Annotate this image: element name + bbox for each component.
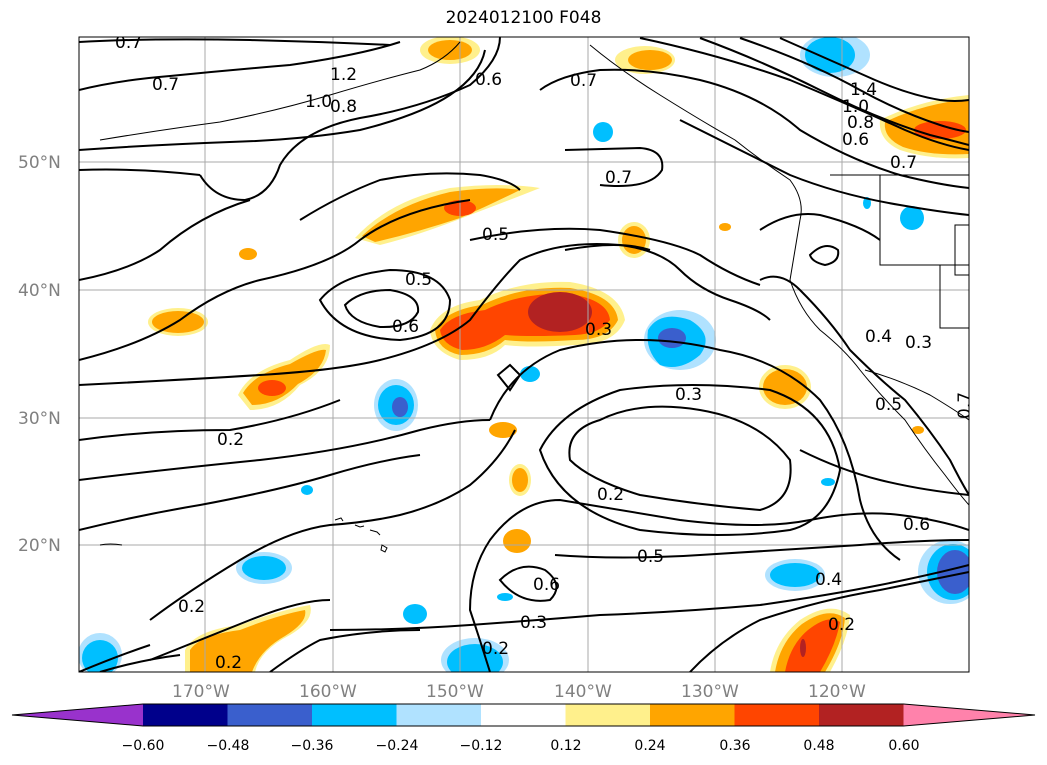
- colorbar-extend-high: [903, 704, 1035, 726]
- colorbar-tick-label: −0.60: [122, 738, 165, 754]
- colorbar-segment: [481, 704, 566, 726]
- colorbar-segment: [143, 704, 228, 726]
- contour-label: 0.3: [905, 333, 932, 353]
- colorbar-tick-label: −0.48: [207, 738, 250, 754]
- contour-label: 1.2: [330, 65, 357, 85]
- contour-label: 0.2: [597, 485, 624, 505]
- contour-label: 0.2: [215, 653, 242, 673]
- hawaii-islands: [99, 517, 388, 553]
- lon-label: 170°W: [172, 682, 230, 702]
- contour-label: 0.3: [585, 320, 612, 340]
- contour-lines: [79, 37, 969, 672]
- contour-label: 0.8: [330, 97, 357, 117]
- contour-label: 0.6: [475, 70, 502, 90]
- colorbar-tick-label: −0.24: [376, 738, 419, 754]
- colorbar: [11, 703, 1036, 727]
- shading-layer: [79, 37, 969, 672]
- contour-label: 0.4: [865, 327, 892, 347]
- lat-label: 40°N: [18, 281, 61, 301]
- colorbar-tick-label: 0.60: [888, 738, 919, 754]
- colorbar-segment: [819, 704, 904, 726]
- contour-label: 0.7: [605, 168, 632, 188]
- contour-label: 0.2: [482, 639, 509, 659]
- lon-label: 150°W: [426, 682, 484, 702]
- contour-label: 0.3: [520, 613, 547, 633]
- lat-label: 50°N: [18, 153, 61, 173]
- contour-label: 1.0: [842, 97, 869, 117]
- contour-label: 0.7: [152, 75, 179, 95]
- colorbar-tick-label: 0.24: [634, 738, 665, 754]
- colorbar-tick-label: 0.36: [719, 738, 750, 754]
- colorbar-segment: [734, 704, 820, 726]
- contour-label: 0.5: [482, 225, 509, 245]
- contour-label: 0.4: [815, 570, 842, 590]
- contour-label: 0.8: [847, 113, 874, 133]
- colorbar-labels: −0.60 −0.48 −0.36 −0.24 −0.12 0.12 0.24 …: [122, 738, 920, 754]
- colorbar-tick-label: −0.36: [291, 738, 334, 754]
- colorbar-tick-label: −0.12: [460, 738, 503, 754]
- contour-label: 0.6: [903, 515, 930, 535]
- colorbar-segment: [312, 704, 397, 726]
- contour-label: 0.6: [533, 575, 560, 595]
- contour-label: 1.4: [850, 80, 877, 100]
- colorbar-segment: [396, 704, 482, 726]
- colorbar-segment: [565, 704, 651, 726]
- latitude-labels: 50°N 40°N 30°N 20°N: [18, 153, 61, 556]
- contour-label: 0.7: [955, 392, 975, 419]
- map-frame: [78, 36, 970, 673]
- colorbar-outline: [11, 703, 1036, 727]
- contour-label: 0.5: [637, 547, 664, 567]
- contour-label: 0.2: [217, 430, 244, 450]
- contour-label: 0.2: [828, 615, 855, 635]
- contour-label: 0.6: [392, 317, 419, 337]
- lat-label: 20°N: [18, 536, 61, 556]
- contour-label: 0.2: [178, 597, 205, 617]
- contour-label: 0.5: [875, 395, 902, 415]
- contour-label: 1.0: [305, 92, 332, 112]
- longitude-labels: 170°W 160°W 150°W 140°W 130°W 120°W: [172, 682, 866, 702]
- lon-label: 160°W: [299, 682, 357, 702]
- contour-label: 0.7: [570, 71, 597, 91]
- contour-label: 0.7: [890, 153, 917, 173]
- lon-label: 130°W: [681, 682, 739, 702]
- lon-label: 120°W: [808, 682, 866, 702]
- colorbar-tick-label: 0.12: [550, 738, 581, 754]
- page-title: 2024012100 F048: [445, 8, 602, 28]
- contour-label: 0.6: [842, 130, 869, 150]
- lat-label: 30°N: [18, 409, 61, 429]
- contour-labels: 0.7 0.7 1.2 1.0 0.8 0.6 0.7 0.7 1.4 1.0 …: [115, 33, 975, 673]
- lon-label: 140°W: [554, 682, 612, 702]
- contour-label: 0.7: [115, 33, 142, 53]
- colorbar-segment: [650, 704, 735, 726]
- colorbar-tick-label: 0.48: [803, 738, 834, 754]
- colorbar-segment: [227, 704, 313, 726]
- colorbar-extend-low: [12, 704, 143, 726]
- contour-label: 0.3: [675, 385, 702, 405]
- contour-label: 0.5: [405, 270, 432, 290]
